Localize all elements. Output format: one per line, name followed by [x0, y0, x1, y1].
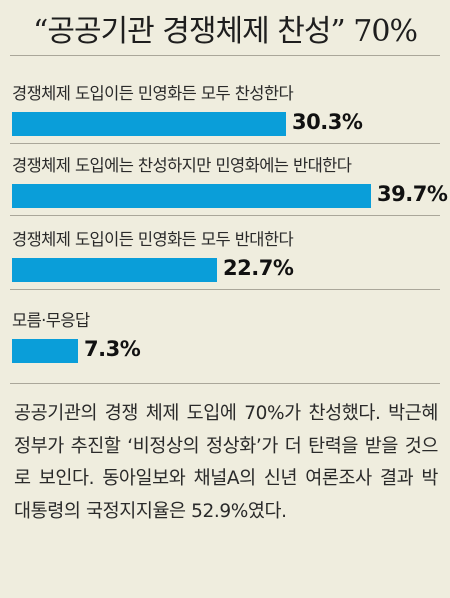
- bar-2: [12, 184, 371, 208]
- row-divider-3: [10, 289, 440, 290]
- value-label-4: 7.3%: [84, 337, 141, 361]
- caption-divider: [10, 383, 440, 384]
- category-label-3: 경쟁체제 도입이든 민영화든 모두 반대한다: [12, 230, 294, 249]
- category-label-1: 경쟁체제 도입이든 민영화든 모두 찬성한다: [12, 84, 294, 103]
- chart-title: “공공기관 경쟁체제 찬성” 70%: [33, 14, 418, 49]
- caption-text: 공공기관의 경쟁 체제 도입에 70%가 찬성했다. 박근혜 정부가 추진할 ‘…: [14, 403, 438, 522]
- row-divider-2: [10, 215, 440, 216]
- title-divider: [10, 55, 440, 56]
- value-label-2: 39.7%: [377, 182, 448, 206]
- bar-3: [12, 258, 217, 282]
- row-divider-1: [10, 143, 440, 144]
- category-label-4: 모름·무응답: [12, 311, 90, 330]
- value-label-3: 22.7%: [223, 256, 294, 280]
- category-label-2: 경쟁체제 도입에는 찬성하지만 민영화에는 반대한다: [12, 156, 352, 175]
- bar-1: [12, 112, 286, 136]
- value-label-1: 30.3%: [292, 110, 363, 134]
- bar-4: [12, 339, 78, 363]
